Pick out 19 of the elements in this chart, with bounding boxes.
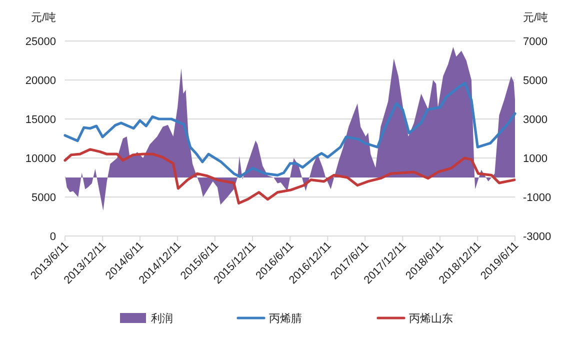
y-tick-label: 15000 (25, 114, 56, 126)
y-tick-label: 0 (50, 230, 56, 243)
y2-tick-label: -3000 (523, 230, 552, 243)
y-tick-label: 10000 (25, 152, 56, 165)
y2-axis-title: 元/吨 (523, 11, 548, 24)
y-tick-label: 25000 (25, 36, 56, 48)
legend-label: 丙烯山东 (409, 312, 453, 325)
legend-label: 丙烯腈 (269, 312, 302, 325)
y2-tick-label: 7000 (523, 36, 548, 48)
line-series (64, 82, 516, 178)
line-series (64, 148, 516, 205)
legend-label: 利润 (151, 312, 173, 325)
y2-tick-label: 3000 (523, 114, 548, 126)
y2-tick-label: 1000 (523, 152, 548, 165)
y-axis-title: 元/吨 (30, 11, 56, 24)
y2-tick-label: 5000 (523, 74, 548, 87)
y-tick-label: 5000 (32, 192, 56, 204)
y-tick-label: 20000 (25, 74, 56, 87)
y2-tick-label: -1000 (523, 192, 552, 204)
